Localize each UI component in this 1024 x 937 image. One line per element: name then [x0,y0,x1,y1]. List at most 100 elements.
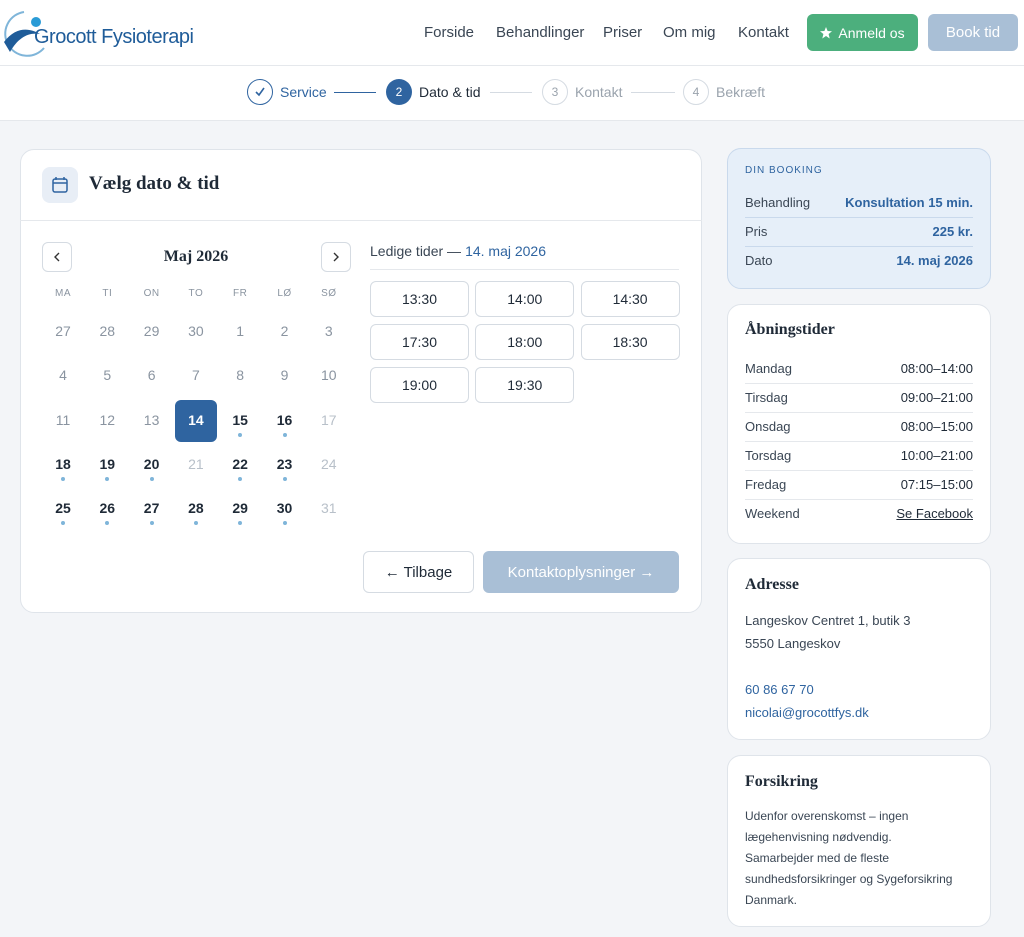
facebook-link[interactable]: Se Facebook [896,506,973,521]
time-slot[interactable]: 13:30 [370,281,469,317]
calendar-day: 8 [236,367,245,384]
availability-dot [149,476,154,481]
availability-dot [61,476,65,481]
availability-dot [238,476,243,481]
calendar-day[interactable]: 20 [143,455,160,472]
hours-day: Torsdag [745,448,792,463]
calendar-day: 11 [55,411,71,428]
step-label: Kontakt [575,84,623,100]
step-connector [334,92,376,93]
time-slot[interactable]: 19:30 [475,367,575,403]
calendar-day: 3 [324,323,333,339]
weekday: FR [233,288,248,299]
insurance-line: Udenfor overenskomst – ingen [745,809,909,823]
calendar-day[interactable]: 15 [232,411,248,428]
availability-dot [149,521,154,526]
insurance-line: Danmark. [745,893,798,907]
calendar-day[interactable]: 27 [143,500,160,517]
availability-dot [282,432,287,437]
nav-link[interactable]: Kontakt [738,24,789,41]
calendar-day: 29 [143,323,160,339]
calendar-day[interactable]: 29 [232,500,248,517]
step-circle: 2 [386,79,412,105]
time-slot[interactable]: 19:00 [370,367,469,403]
availability-dot [105,476,110,481]
calendar-day[interactable]: 23 [276,455,293,472]
calendar-day[interactable]: 28 [188,500,204,517]
calendar-icon [52,177,68,193]
availability-dot [238,521,243,526]
time-slot[interactable]: 14:00 [475,281,575,317]
row-divider [745,441,973,442]
calendar-day: 10 [321,367,337,384]
calendar-day: 1 [236,323,245,339]
summary-value: Konsultation 15 min. [845,195,973,210]
calendar-day: 17 [321,411,337,428]
calendar-day[interactable]: 22 [232,455,248,472]
address-title: Adresse [745,576,799,593]
divider [20,220,702,221]
time-slot[interactable]: 17:30 [370,324,469,360]
calendar-day: 5 [103,367,112,384]
hours-time: 10:00–21:00 [900,448,973,463]
row-divider [745,217,973,218]
button-label: Anmeld os [838,24,905,41]
time-slot[interactable]: 18:30 [580,324,680,360]
calendar-day: 28 [99,323,116,339]
summary-label: Behandling [745,195,811,210]
insurance-line: Samarbejder med de fleste [745,851,890,865]
next-month[interactable] [321,242,351,272]
calendar-day[interactable]: 14 [188,411,204,428]
review-button[interactable]: Anmeld os [807,14,918,51]
summary-label: Dato [745,253,773,268]
calendar-day[interactable]: 19 [99,455,116,472]
calendar-day: 2 [280,323,289,339]
hours-time: 07:15–15:00 [900,477,973,492]
hours-time: 08:00–14:00 [900,361,973,376]
calendar-day: 9 [280,367,289,384]
nav-link[interactable]: Forside [424,24,475,41]
nav-link[interactable]: Om mig [663,24,716,41]
logo-text[interactable]: Grocott Fysioterapi [34,26,194,48]
email-link[interactable]: nicolai@grocottfys.dk [745,705,869,720]
panel-title: Vælg dato & tid [89,173,220,194]
calendar-day: 4 [59,367,67,384]
calendar-day[interactable]: 16 [276,411,293,428]
calendar-icon-box [42,167,78,203]
booking-card [20,149,702,613]
chevron-right [333,252,339,262]
nav-link[interactable]: Behandlinger [496,24,585,41]
row-divider [745,499,973,500]
time-slot[interactable]: 14:30 [580,281,680,317]
selected-day-bg [174,399,217,442]
summary-card [727,148,991,289]
calendar-day: 12 [99,411,116,428]
summary-heading: DIN BOOKING [745,165,823,176]
insurance-line: sundhedsforsikringer og Sygeforsikring [745,872,953,886]
nav-link[interactable]: Priser [603,24,643,41]
prev-month[interactable] [42,242,72,272]
calendar-day: 31 [321,500,337,517]
hours-card [727,304,991,544]
availability-dot [282,521,287,526]
phone-link[interactable]: 60 86 67 70 [745,682,814,697]
hours-day: Onsdag [745,419,791,434]
step-circle: 4 [683,79,709,105]
hours-day: Tirsdag [745,390,788,405]
back-button[interactable]: ← Tilbage [363,551,474,593]
calendar-day: 30 [188,323,204,339]
summary-label: Pris [745,224,768,239]
address-line: 5550 Langeskov [745,636,841,651]
calendar-day[interactable]: 26 [99,500,116,517]
calendar-day[interactable]: 30 [276,500,293,517]
availability-dot [238,432,243,437]
time-slot[interactable]: 18:00 [475,324,575,360]
calendar-day[interactable]: 18 [55,455,71,472]
address-line: Langeskov Centret 1, butik 3 [745,613,911,628]
hours-day: Mandag [745,361,792,376]
next-button[interactable]: Kontaktoplysninger → [483,551,679,593]
book-button[interactable]: Book tid [928,14,1018,51]
calendar-day: 21 [188,455,204,472]
weekday: ON [143,288,160,299]
calendar-day[interactable]: 25 [55,500,71,517]
